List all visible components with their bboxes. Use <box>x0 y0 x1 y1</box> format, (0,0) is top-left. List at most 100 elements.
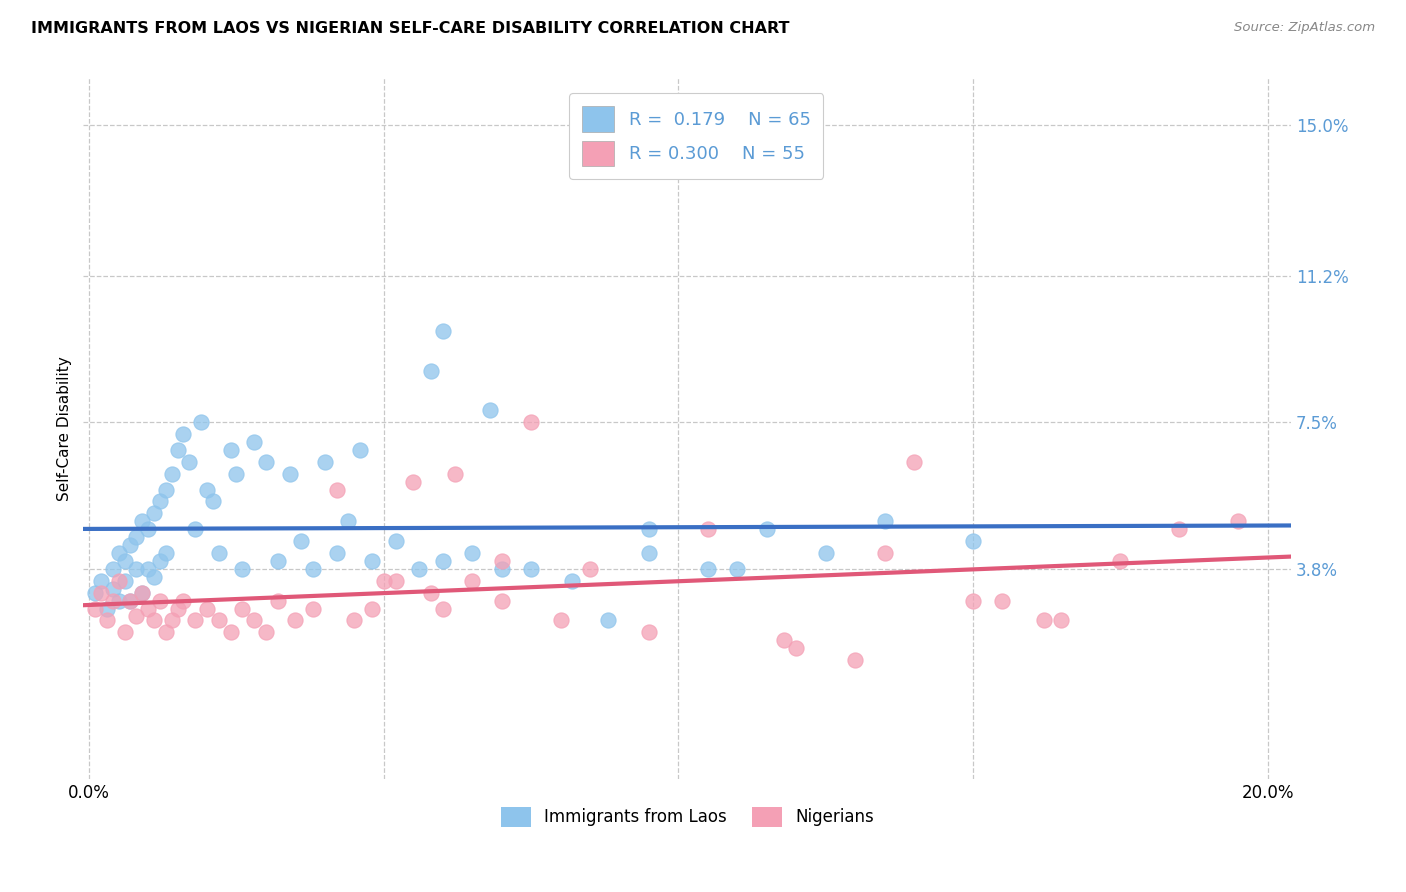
Point <box>120 538 142 552</box>
Point <box>962 593 984 607</box>
Point <box>136 522 159 536</box>
Point <box>384 534 406 549</box>
Point <box>149 554 172 568</box>
Point <box>962 534 984 549</box>
Point <box>101 562 124 576</box>
Point <box>361 554 384 568</box>
Point <box>491 562 513 576</box>
Point <box>231 562 253 576</box>
Point <box>325 483 347 497</box>
Point <box>125 609 148 624</box>
Point <box>136 562 159 576</box>
Point <box>219 442 242 457</box>
Text: IMMIGRANTS FROM LAOS VS NIGERIAN SELF-CARE DISABILITY CORRELATION CHART: IMMIGRANTS FROM LAOS VS NIGERIAN SELF-CA… <box>31 21 789 37</box>
Point <box>873 546 896 560</box>
Point <box>1168 522 1191 536</box>
Point <box>184 522 207 536</box>
Point <box>96 601 118 615</box>
Point <box>136 601 159 615</box>
Point <box>337 514 360 528</box>
Point <box>325 546 347 560</box>
Point <box>432 601 454 615</box>
Point <box>302 562 325 576</box>
Point <box>1032 614 1054 628</box>
Point <box>131 585 153 599</box>
Point <box>101 582 124 596</box>
Text: Source: ZipAtlas.com: Source: ZipAtlas.com <box>1234 21 1375 35</box>
Point <box>278 467 301 481</box>
Point <box>755 522 778 536</box>
Point <box>267 593 290 607</box>
Point <box>84 585 107 599</box>
Point <box>254 625 277 640</box>
Point <box>1109 554 1132 568</box>
Point <box>267 554 290 568</box>
Point <box>143 507 166 521</box>
Point <box>90 585 112 599</box>
Y-axis label: Self-Care Disability: Self-Care Disability <box>58 356 72 500</box>
Point <box>160 614 183 628</box>
Point <box>107 546 129 560</box>
Point <box>101 593 124 607</box>
Point <box>419 585 441 599</box>
Point <box>190 415 212 429</box>
Point <box>384 574 406 588</box>
Point <box>478 403 501 417</box>
Point <box>343 614 366 628</box>
Point <box>243 435 266 450</box>
Point <box>349 442 371 457</box>
Point <box>149 494 172 508</box>
Point <box>443 467 465 481</box>
Point <box>773 633 796 648</box>
Point <box>131 514 153 528</box>
Point <box>561 574 583 588</box>
Point <box>491 593 513 607</box>
Point <box>461 574 484 588</box>
Point <box>172 593 194 607</box>
Point <box>208 546 231 560</box>
Point <box>184 614 207 628</box>
Point <box>254 455 277 469</box>
Point <box>1050 614 1073 628</box>
Point <box>201 494 224 508</box>
Point <box>284 614 307 628</box>
Point <box>114 574 136 588</box>
Point <box>155 625 177 640</box>
Point <box>125 530 148 544</box>
Point <box>96 614 118 628</box>
Point <box>219 625 242 640</box>
Point <box>120 593 142 607</box>
Point <box>991 593 1014 607</box>
Point <box>143 570 166 584</box>
Point <box>520 415 543 429</box>
Point <box>155 546 177 560</box>
Legend: Immigrants from Laos, Nigerians: Immigrants from Laos, Nigerians <box>494 800 880 834</box>
Point <box>432 554 454 568</box>
Point <box>195 483 218 497</box>
Point <box>231 601 253 615</box>
Point <box>638 546 661 560</box>
Point <box>638 625 661 640</box>
Point <box>90 574 112 588</box>
Point <box>402 475 425 489</box>
Point <box>155 483 177 497</box>
Point <box>290 534 312 549</box>
Point <box>725 562 748 576</box>
Point <box>160 467 183 481</box>
Point <box>873 514 896 528</box>
Point <box>579 562 602 576</box>
Point <box>408 562 430 576</box>
Point <box>814 546 837 560</box>
Point <box>107 593 129 607</box>
Point <box>125 562 148 576</box>
Point <box>172 427 194 442</box>
Point <box>1227 514 1250 528</box>
Point <box>361 601 384 615</box>
Point <box>302 601 325 615</box>
Point <box>195 601 218 615</box>
Point <box>638 522 661 536</box>
Point <box>107 574 129 588</box>
Point <box>373 574 395 588</box>
Point <box>114 625 136 640</box>
Point <box>243 614 266 628</box>
